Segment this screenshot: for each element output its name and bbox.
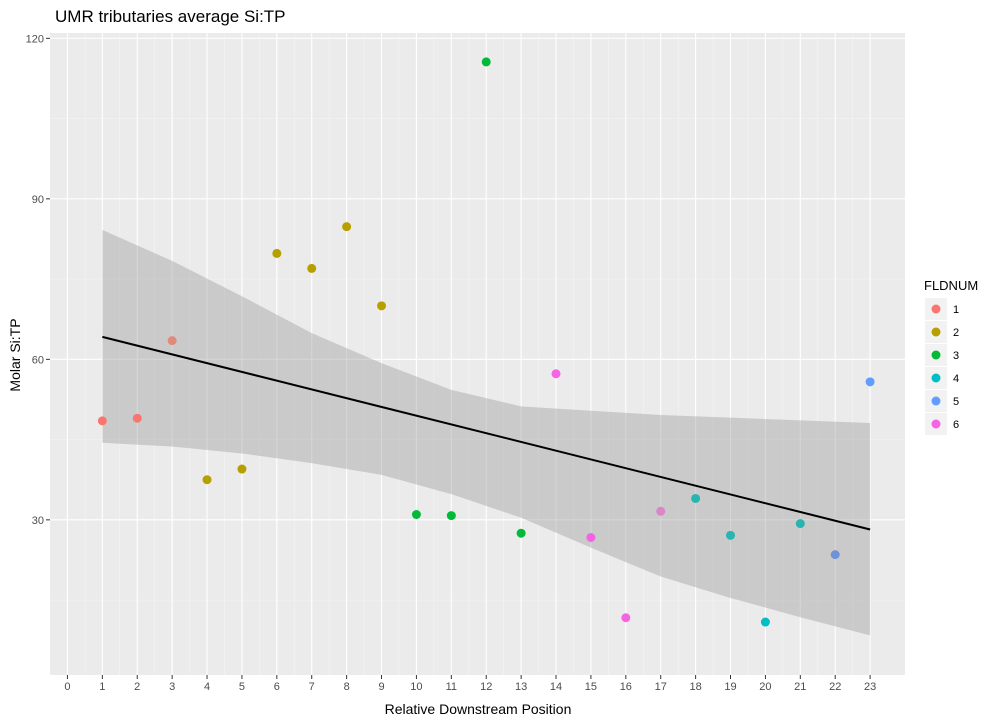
data-point xyxy=(586,533,596,543)
x-tick-label: 15 xyxy=(585,681,597,693)
y-tick-label: 60 xyxy=(32,354,44,366)
x-tick-label: 16 xyxy=(620,681,632,693)
x-tick-label: 11 xyxy=(446,681,457,693)
x-tick-label: 21 xyxy=(794,681,806,693)
x-tick-label: 12 xyxy=(480,681,492,693)
data-point xyxy=(691,493,701,503)
legend-marker xyxy=(931,373,941,383)
x-tick-label: 14 xyxy=(550,681,562,693)
legend-marker xyxy=(931,304,941,314)
plot-panel xyxy=(50,33,905,675)
data-point xyxy=(760,617,770,627)
data-point xyxy=(377,301,387,311)
x-tick-label: 6 xyxy=(274,681,280,693)
data-point xyxy=(411,510,421,519)
x-tick-label: 10 xyxy=(410,681,422,693)
data-point xyxy=(237,464,247,474)
legend-label: 6 xyxy=(953,419,959,431)
legend-label: 1 xyxy=(953,304,959,316)
y-tick-label: 30 xyxy=(32,515,44,527)
chart-title: UMR tributaries average Si:TP xyxy=(55,7,286,26)
x-tick-label: 9 xyxy=(378,681,384,693)
x-tick-label: 7 xyxy=(309,681,315,693)
trend-line-layer xyxy=(102,335,871,531)
data-point xyxy=(621,613,631,623)
data-point xyxy=(830,550,840,560)
x-axis-title: Relative Downstream Position xyxy=(385,701,572,717)
data-point xyxy=(342,222,352,232)
x-tick-label: 2 xyxy=(134,681,140,693)
legend-marker xyxy=(931,327,941,337)
data-point xyxy=(516,528,526,538)
data-point xyxy=(446,511,456,521)
legend-marker xyxy=(931,396,941,406)
x-axis: 0 1 2 3 4 5 6 7 8 9 10 11 12 13 14 15 16 17 18 19 20 21 22 23 xyxy=(64,675,876,693)
y-axis-title: Molar Si:TP xyxy=(7,318,23,391)
x-tick-label: 17 xyxy=(655,681,667,693)
data-point xyxy=(726,530,736,540)
x-tick-label: 20 xyxy=(759,681,771,693)
legend: FLDNUM 1 2 3 4 5 6 xyxy=(924,278,978,435)
x-tick-label: 23 xyxy=(864,681,876,693)
data-point xyxy=(865,377,875,387)
legend-label: 4 xyxy=(953,373,959,385)
legend-marker xyxy=(931,350,941,360)
legend-title: FLDNUM xyxy=(924,278,978,293)
x-tick-label: 18 xyxy=(689,681,701,693)
data-point xyxy=(656,506,666,516)
legend-label: 2 xyxy=(953,327,959,339)
data-point xyxy=(132,413,142,423)
x-tick-label: 4 xyxy=(204,681,210,693)
x-tick-label: 8 xyxy=(344,681,350,693)
y-tick-label: 120 xyxy=(26,33,44,45)
y-axis: 30 60 90 120 xyxy=(26,33,50,527)
x-tick-label: 0 xyxy=(64,681,70,693)
trend-line xyxy=(102,335,871,531)
x-tick-label: 5 xyxy=(239,681,245,693)
points-layer xyxy=(97,57,875,627)
data-point xyxy=(272,248,282,258)
data-point xyxy=(202,475,212,485)
data-point xyxy=(551,369,561,379)
data-point xyxy=(307,263,317,273)
data-point xyxy=(167,336,177,346)
x-tick-label: 22 xyxy=(829,681,841,693)
data-point xyxy=(97,416,107,426)
y-tick-label: 90 xyxy=(32,194,44,206)
x-tick-label: 19 xyxy=(724,681,736,693)
x-tick-label: 3 xyxy=(169,681,175,693)
data-point xyxy=(481,57,491,67)
x-tick-label: 1 xyxy=(99,681,105,693)
legend-label: 3 xyxy=(953,350,959,362)
x-tick-label: 13 xyxy=(515,681,527,693)
legend-marker xyxy=(931,419,941,429)
data-point xyxy=(795,519,805,529)
legend-label: 5 xyxy=(953,396,959,408)
